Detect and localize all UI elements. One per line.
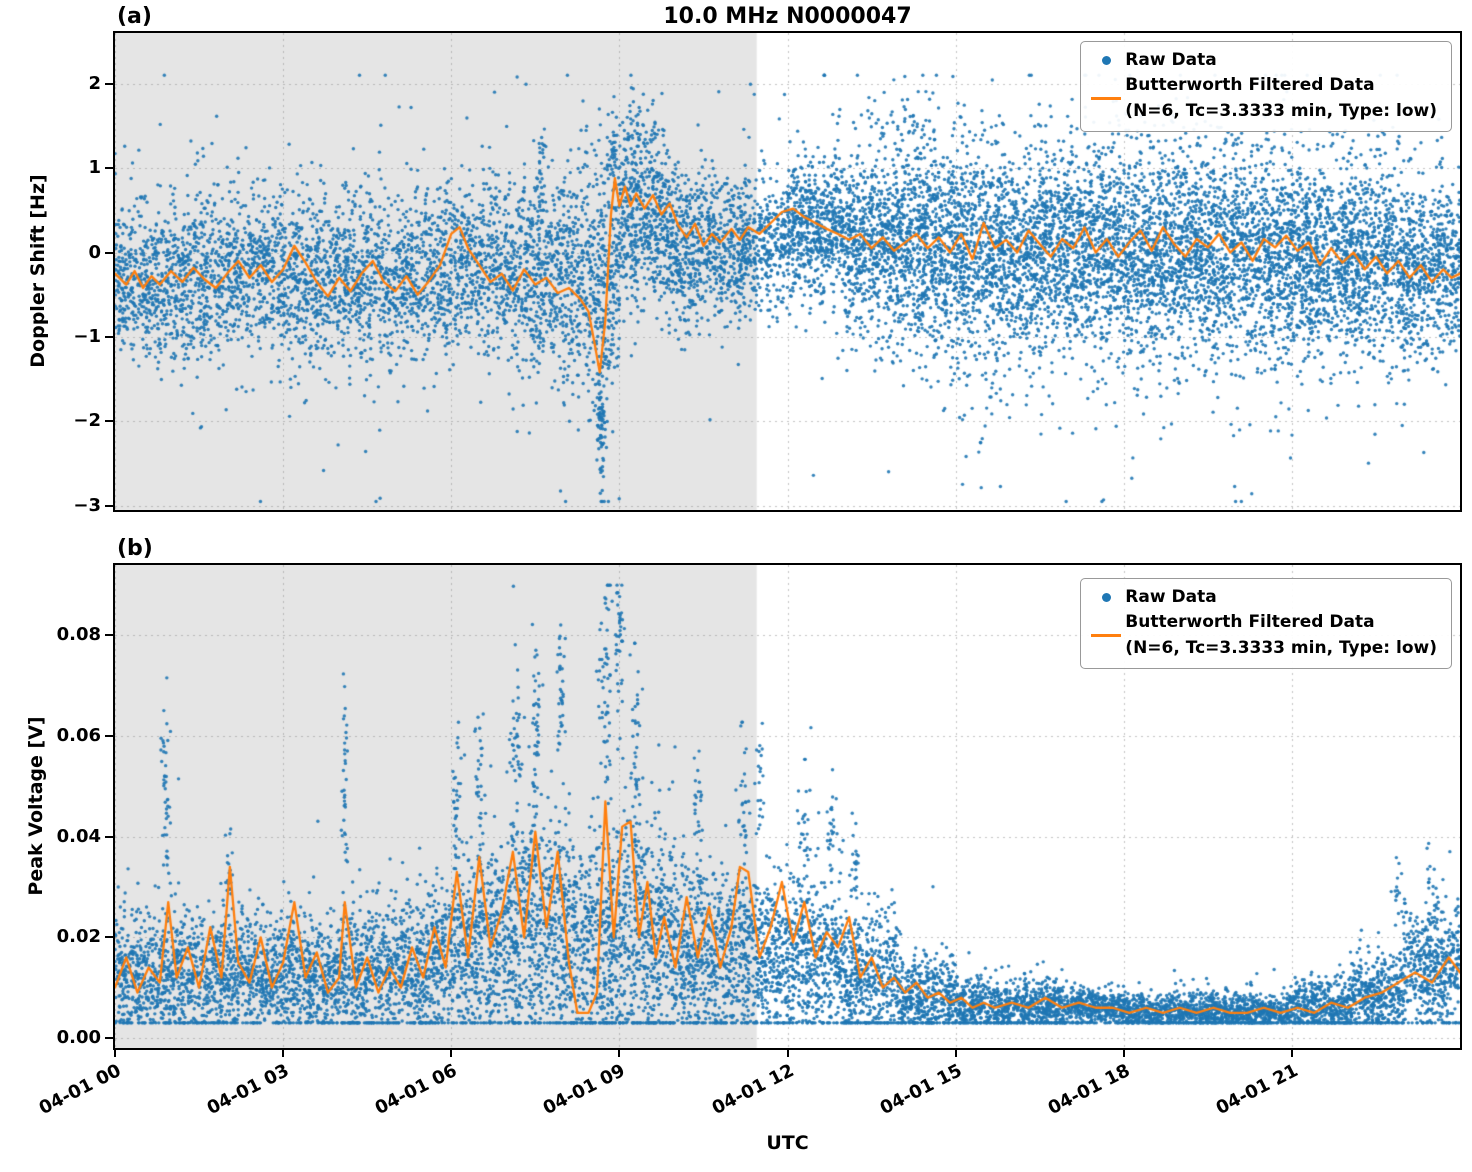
y-tick-mark (105, 82, 113, 85)
y-tick-mark (105, 735, 113, 738)
legend-raw-label: Raw Data (1125, 587, 1217, 607)
y-tick-label: 1 (88, 157, 101, 179)
x-tick-mark (786, 1050, 789, 1057)
x-tick-mark (1122, 1050, 1125, 1057)
legend-panel-a: Raw Data Butterworth Filtered Data (N=6,… (1080, 41, 1452, 132)
filtered-line-marker-icon (1087, 97, 1125, 100)
y-tick-mark (105, 335, 113, 338)
x-axis-label: UTC (766, 1132, 809, 1154)
x-tick-mark (1290, 1050, 1293, 1057)
y-tick-label: 0.04 (56, 825, 101, 847)
y-tick-mark (105, 936, 113, 939)
panel-b-label: (b) (117, 536, 153, 561)
x-tick-mark (450, 1050, 453, 1057)
panel-a-label: (a) (117, 4, 152, 29)
raw-data-marker-icon (1087, 593, 1125, 603)
y-tick-mark (105, 835, 113, 838)
x-tick-mark (954, 1050, 957, 1057)
y-tick-mark (105, 167, 113, 170)
legend-filtered-label-line1: Butterworth Filtered Data (1125, 612, 1375, 633)
legend-filtered-label-line2: (N=6, Tc=3.3333 min, Type: low) (1125, 100, 1437, 121)
y-tick-label: 0.06 (56, 725, 101, 747)
legend-panel-b: Raw Data Butterworth Filtered Data (N=6,… (1080, 578, 1452, 669)
legend-filtered-label-line2: (N=6, Tc=3.3333 min, Type: low) (1125, 637, 1437, 658)
y-tick-label: −2 (73, 410, 101, 432)
legend-raw-label: Raw Data (1125, 50, 1217, 70)
y-tick-label: 0.00 (56, 1026, 101, 1048)
y-tick-mark (105, 420, 113, 423)
legend-filtered-label-line1: Butterworth Filtered Data (1125, 75, 1375, 96)
chart-title: 10.0 MHz N0000047 (663, 4, 912, 29)
y-tick-label: 0 (88, 241, 101, 263)
x-tick-mark (618, 1050, 621, 1057)
y-tick-label: −3 (73, 494, 101, 516)
y-tick-label: 2 (88, 72, 101, 94)
y-tick-mark (105, 251, 113, 254)
y-tick-label: −1 (73, 325, 101, 347)
y-tick-mark (105, 1036, 113, 1039)
x-tick-mark (282, 1050, 285, 1057)
y-tick-label: 0.02 (56, 926, 101, 948)
raw-data-marker-icon (1087, 56, 1125, 66)
y-tick-mark (105, 504, 113, 507)
filtered-line-marker-icon (1087, 634, 1125, 637)
y-tick-mark (105, 634, 113, 637)
x-tick-mark (114, 1050, 116, 1057)
y-tick-label: 0.08 (56, 624, 101, 646)
